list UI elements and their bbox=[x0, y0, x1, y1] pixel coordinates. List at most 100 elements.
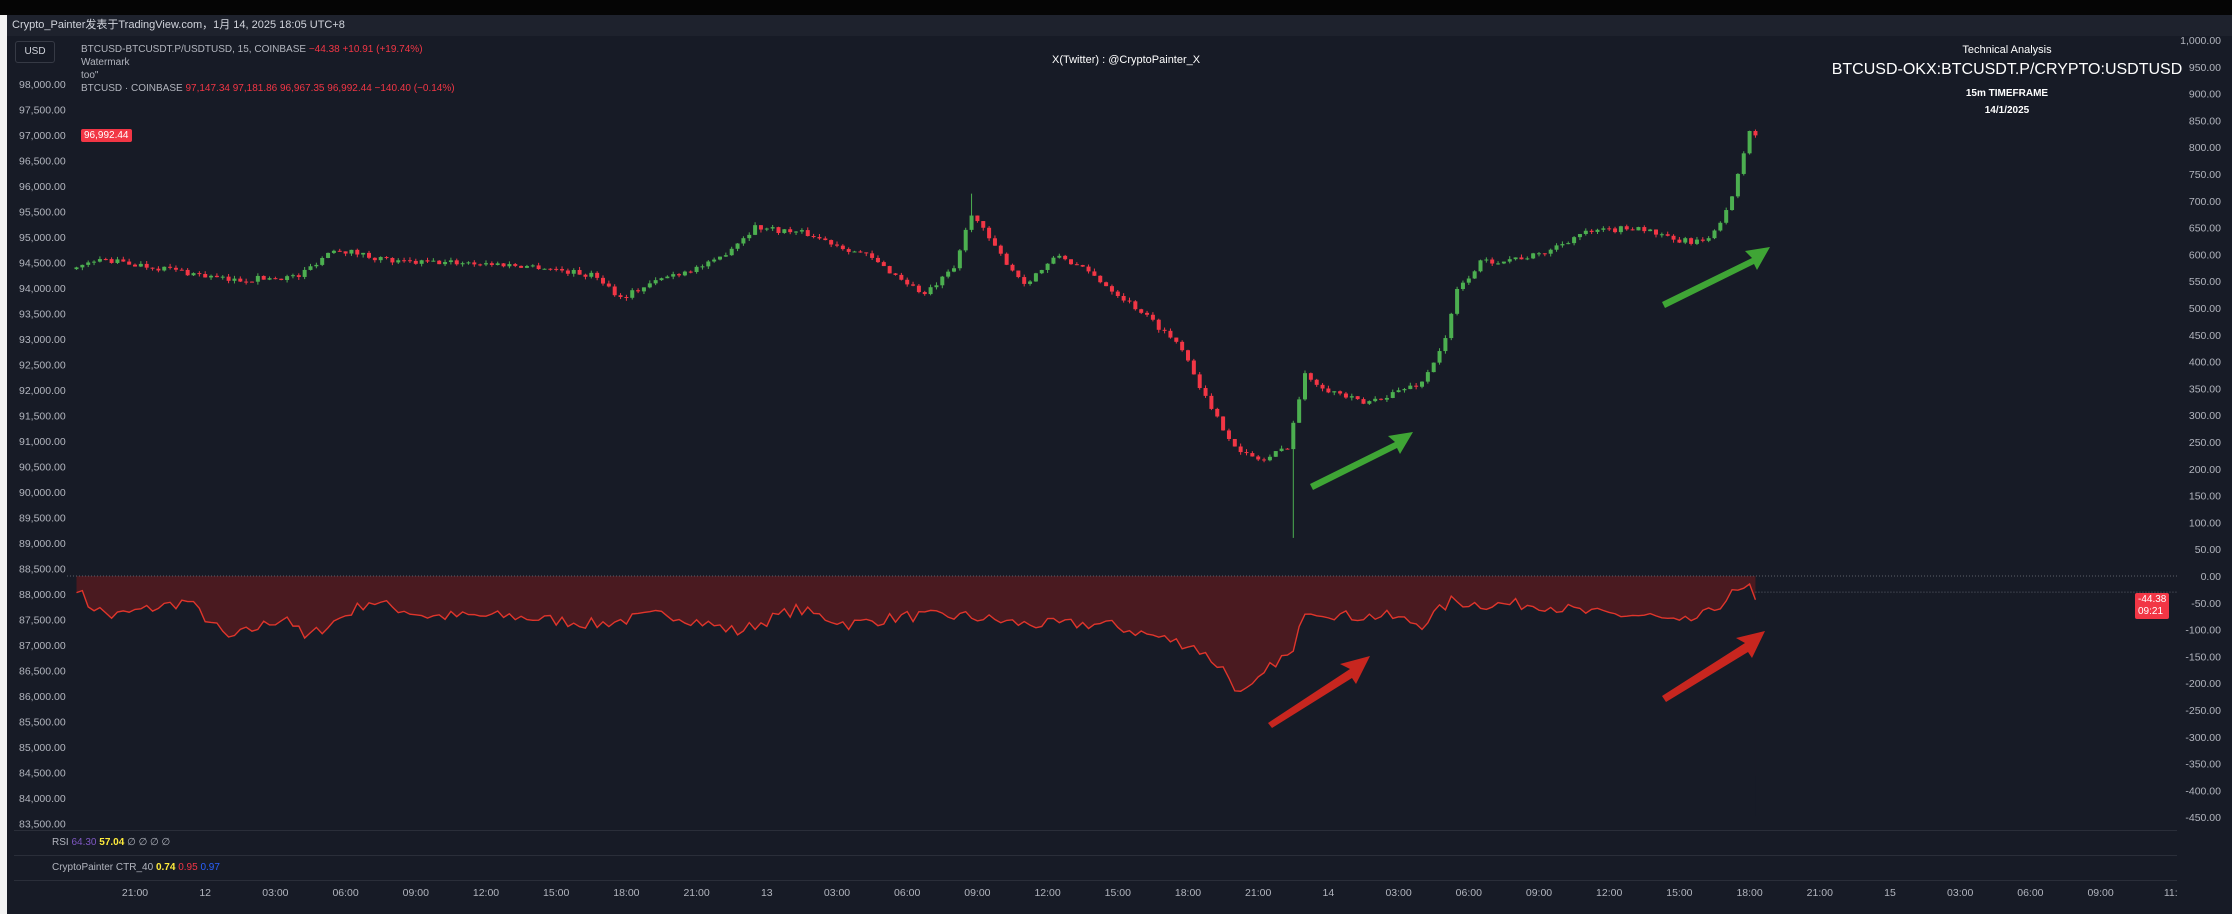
candle-body bbox=[484, 263, 488, 265]
candle bbox=[1519, 254, 1524, 260]
time-tick-label: 14 bbox=[1323, 887, 1335, 899]
candle bbox=[946, 269, 951, 279]
candle-body bbox=[1273, 451, 1278, 457]
candle-body bbox=[1537, 253, 1541, 255]
ctr-tick-label: 800.00 bbox=[2189, 142, 2221, 154]
candle-body bbox=[647, 283, 652, 288]
candle bbox=[197, 271, 202, 277]
rsi-legend[interactable]: RSI 64.30 57.04 ∅ ∅ ∅ ∅ bbox=[52, 837, 170, 848]
legend-spread: BTCUSD-BTCUSDT.P/USDTUSD, 15, COINBASE −… bbox=[81, 44, 423, 55]
ctr-tick-label: -400.00 bbox=[2185, 785, 2221, 797]
candle-body bbox=[1478, 260, 1483, 272]
rsi-empty-values: ∅ ∅ ∅ ∅ bbox=[127, 837, 171, 848]
candle-body bbox=[267, 278, 272, 280]
candle-body bbox=[1267, 456, 1272, 461]
candle bbox=[887, 265, 892, 274]
candle bbox=[858, 250, 863, 253]
candle bbox=[1425, 369, 1430, 384]
candle-body bbox=[1490, 259, 1495, 264]
candle-body bbox=[694, 266, 699, 272]
candle bbox=[864, 252, 869, 257]
candle bbox=[86, 260, 91, 268]
candle bbox=[1033, 272, 1038, 282]
candle bbox=[513, 262, 518, 268]
candle bbox=[226, 274, 231, 284]
candle-body bbox=[127, 261, 132, 265]
time-tick-label: 06:00 bbox=[894, 887, 920, 899]
price-tick-label: 90,000.00 bbox=[19, 487, 66, 499]
candle-body bbox=[659, 278, 664, 281]
candle-body bbox=[981, 221, 986, 228]
candle-body bbox=[1724, 210, 1729, 223]
candle bbox=[963, 227, 968, 253]
price-tick-label: 94,000.00 bbox=[19, 283, 66, 295]
candle bbox=[1232, 438, 1237, 447]
candle-body bbox=[1741, 153, 1746, 174]
candle-body bbox=[1186, 350, 1190, 361]
price-tick-label: 92,500.00 bbox=[19, 360, 66, 372]
candle bbox=[1162, 327, 1167, 334]
candle-body bbox=[454, 260, 459, 265]
price-axis[interactable]: 98,000.00 97,500.00 97,000.00 96,500.00 96,0… bbox=[19, 79, 66, 831]
candle bbox=[1016, 270, 1021, 279]
currency-button[interactable]: USD bbox=[15, 41, 55, 63]
candle bbox=[1069, 259, 1073, 265]
candle bbox=[682, 270, 687, 277]
candle-body bbox=[764, 228, 769, 230]
ctr-countdown: 09:21 bbox=[2138, 606, 2164, 617]
candle-body bbox=[577, 270, 582, 275]
candle-body bbox=[285, 276, 290, 281]
candle-body bbox=[682, 271, 687, 276]
time-tick-label: 12:00 bbox=[473, 887, 499, 899]
ctr-legend[interactable]: CryptoPainter CTR_40 0.74 0.95 0.97 bbox=[52, 862, 220, 873]
candle bbox=[1630, 227, 1635, 231]
candle-body bbox=[829, 240, 834, 245]
annotation-arrows bbox=[1268, 247, 1770, 728]
candle bbox=[1683, 236, 1688, 245]
candle-body bbox=[472, 262, 477, 265]
time-tick-label: 18:00 bbox=[1175, 887, 1201, 899]
candle bbox=[1086, 264, 1091, 274]
candle bbox=[1115, 290, 1120, 298]
candle bbox=[636, 288, 641, 294]
candle-body bbox=[115, 259, 120, 263]
candle-body bbox=[1496, 263, 1501, 265]
candle bbox=[700, 264, 705, 270]
candle bbox=[431, 258, 436, 262]
candle bbox=[80, 264, 85, 271]
chart-canvas[interactable]: 98,000.00 97,500.00 97,000.00 96,500.00 96,0… bbox=[7, 36, 2232, 914]
ctr-axis[interactable]: 1,000.00 950.00 900.00 850.00 800.00 750.00 70… bbox=[2180, 36, 2221, 824]
candle bbox=[1320, 383, 1325, 392]
legend-btc-symbol: BTCUSD · COINBASE bbox=[81, 83, 183, 94]
candle-body bbox=[255, 275, 260, 282]
time-axis[interactable]: 21:00 12 03:00 06:00 09:00 12:00 15:00 18:00 21:… bbox=[14, 881, 2178, 905]
candle bbox=[1156, 318, 1161, 333]
candle bbox=[396, 258, 401, 264]
candle bbox=[1595, 228, 1600, 235]
candle-body bbox=[495, 263, 500, 265]
chart-window: Crypto_Painter发表于TradingView.com，1月 14, … bbox=[7, 15, 2232, 914]
candle-body bbox=[1221, 416, 1226, 431]
candle-body bbox=[1226, 430, 1231, 439]
candle bbox=[1384, 395, 1389, 402]
time-tick-label: 06:00 bbox=[1456, 887, 1482, 899]
candle-body bbox=[957, 250, 962, 269]
candle bbox=[1402, 387, 1407, 393]
candle bbox=[489, 261, 494, 267]
candle-body bbox=[448, 260, 453, 263]
candle-body bbox=[1583, 230, 1588, 235]
candle-body bbox=[1636, 227, 1641, 231]
candle-body bbox=[899, 274, 904, 280]
candle-body bbox=[1156, 319, 1161, 330]
candle-body bbox=[513, 264, 518, 266]
time-tick-label: 09:00 bbox=[2087, 887, 2113, 899]
candle-body bbox=[571, 270, 576, 274]
candle-body bbox=[1314, 379, 1319, 385]
candle-body bbox=[1718, 222, 1723, 231]
candle-body bbox=[636, 290, 641, 292]
candle-body bbox=[1104, 282, 1109, 287]
candle bbox=[1203, 385, 1208, 398]
candle bbox=[870, 250, 875, 260]
candle bbox=[565, 268, 570, 277]
candle-body bbox=[1332, 391, 1337, 393]
